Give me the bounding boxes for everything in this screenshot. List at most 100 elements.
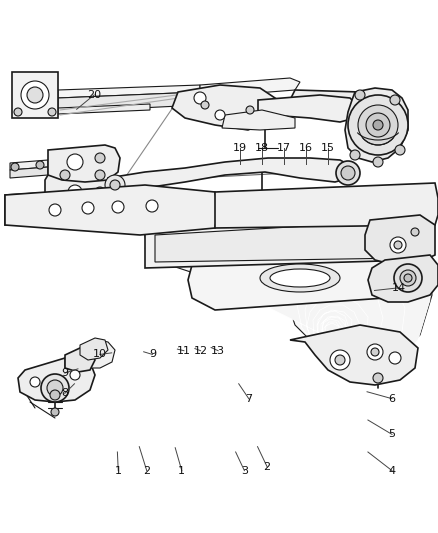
Circle shape xyxy=(49,204,61,216)
Polygon shape xyxy=(215,183,438,228)
Polygon shape xyxy=(172,85,278,130)
Circle shape xyxy=(50,390,60,400)
Circle shape xyxy=(215,110,225,120)
Text: 11: 11 xyxy=(177,346,191,356)
Circle shape xyxy=(68,185,82,199)
Polygon shape xyxy=(108,158,355,192)
Circle shape xyxy=(373,120,383,130)
Polygon shape xyxy=(148,235,430,368)
Text: 18: 18 xyxy=(255,143,269,153)
Circle shape xyxy=(366,113,390,137)
Text: 10: 10 xyxy=(93,350,107,359)
Circle shape xyxy=(411,228,419,236)
Text: 5: 5 xyxy=(389,430,396,439)
Polygon shape xyxy=(222,110,295,130)
Polygon shape xyxy=(162,218,405,250)
Polygon shape xyxy=(65,340,115,368)
Circle shape xyxy=(53,201,67,215)
Polygon shape xyxy=(188,245,412,310)
Circle shape xyxy=(48,108,56,116)
Circle shape xyxy=(201,101,209,109)
Circle shape xyxy=(150,199,160,209)
Circle shape xyxy=(371,348,379,356)
Polygon shape xyxy=(12,72,58,118)
Circle shape xyxy=(341,166,355,180)
Circle shape xyxy=(30,377,40,387)
Circle shape xyxy=(194,92,206,104)
Text: 15: 15 xyxy=(321,143,335,153)
Polygon shape xyxy=(290,90,370,115)
Circle shape xyxy=(84,200,96,212)
Polygon shape xyxy=(145,215,420,268)
Polygon shape xyxy=(145,235,432,362)
Circle shape xyxy=(395,145,405,155)
Circle shape xyxy=(350,150,360,160)
Circle shape xyxy=(95,153,105,163)
Circle shape xyxy=(390,237,406,253)
Circle shape xyxy=(394,241,402,249)
Polygon shape xyxy=(65,348,95,372)
Circle shape xyxy=(246,106,254,114)
Polygon shape xyxy=(145,210,415,258)
Polygon shape xyxy=(10,167,48,178)
Circle shape xyxy=(41,374,69,402)
Ellipse shape xyxy=(260,264,340,292)
Circle shape xyxy=(95,170,105,180)
Polygon shape xyxy=(5,188,215,225)
Circle shape xyxy=(330,350,350,370)
Polygon shape xyxy=(368,255,438,302)
Circle shape xyxy=(105,175,125,195)
Circle shape xyxy=(36,161,44,169)
Text: 2: 2 xyxy=(143,466,150,475)
Circle shape xyxy=(47,380,63,396)
Polygon shape xyxy=(200,78,300,97)
Text: 19: 19 xyxy=(233,143,247,153)
Circle shape xyxy=(112,201,124,213)
Polygon shape xyxy=(58,85,200,98)
Text: 9: 9 xyxy=(149,350,156,359)
Circle shape xyxy=(115,200,125,210)
Circle shape xyxy=(110,180,120,190)
Text: 8: 8 xyxy=(61,389,68,398)
Text: 17: 17 xyxy=(277,143,291,153)
Text: 14: 14 xyxy=(392,283,406,293)
Polygon shape xyxy=(18,358,95,402)
Circle shape xyxy=(367,344,383,360)
Polygon shape xyxy=(258,95,360,122)
Polygon shape xyxy=(58,92,200,112)
Text: 3: 3 xyxy=(241,466,248,475)
Polygon shape xyxy=(5,185,218,235)
Text: 20: 20 xyxy=(87,90,101,100)
Circle shape xyxy=(60,170,70,180)
Circle shape xyxy=(14,108,22,116)
Circle shape xyxy=(355,90,365,100)
Text: 7: 7 xyxy=(245,394,252,403)
Circle shape xyxy=(390,95,400,105)
Circle shape xyxy=(373,373,383,383)
Polygon shape xyxy=(10,160,48,170)
Polygon shape xyxy=(48,145,120,182)
Circle shape xyxy=(51,408,59,416)
Polygon shape xyxy=(345,88,408,162)
Polygon shape xyxy=(80,338,108,360)
Circle shape xyxy=(400,270,416,286)
Circle shape xyxy=(404,274,412,282)
Circle shape xyxy=(336,161,360,185)
Text: 16: 16 xyxy=(299,143,313,153)
Text: 13: 13 xyxy=(211,346,225,356)
Polygon shape xyxy=(290,325,418,385)
Text: 12: 12 xyxy=(194,346,208,356)
Text: 4: 4 xyxy=(389,466,396,475)
Polygon shape xyxy=(148,248,425,350)
Text: 9: 9 xyxy=(61,368,68,378)
Circle shape xyxy=(27,87,43,103)
Circle shape xyxy=(21,81,49,109)
Polygon shape xyxy=(58,104,150,114)
Circle shape xyxy=(335,355,345,365)
Text: 2: 2 xyxy=(264,462,271,472)
Circle shape xyxy=(67,154,83,170)
Circle shape xyxy=(82,202,94,214)
Circle shape xyxy=(373,157,383,167)
Circle shape xyxy=(70,370,80,380)
Polygon shape xyxy=(365,215,435,265)
